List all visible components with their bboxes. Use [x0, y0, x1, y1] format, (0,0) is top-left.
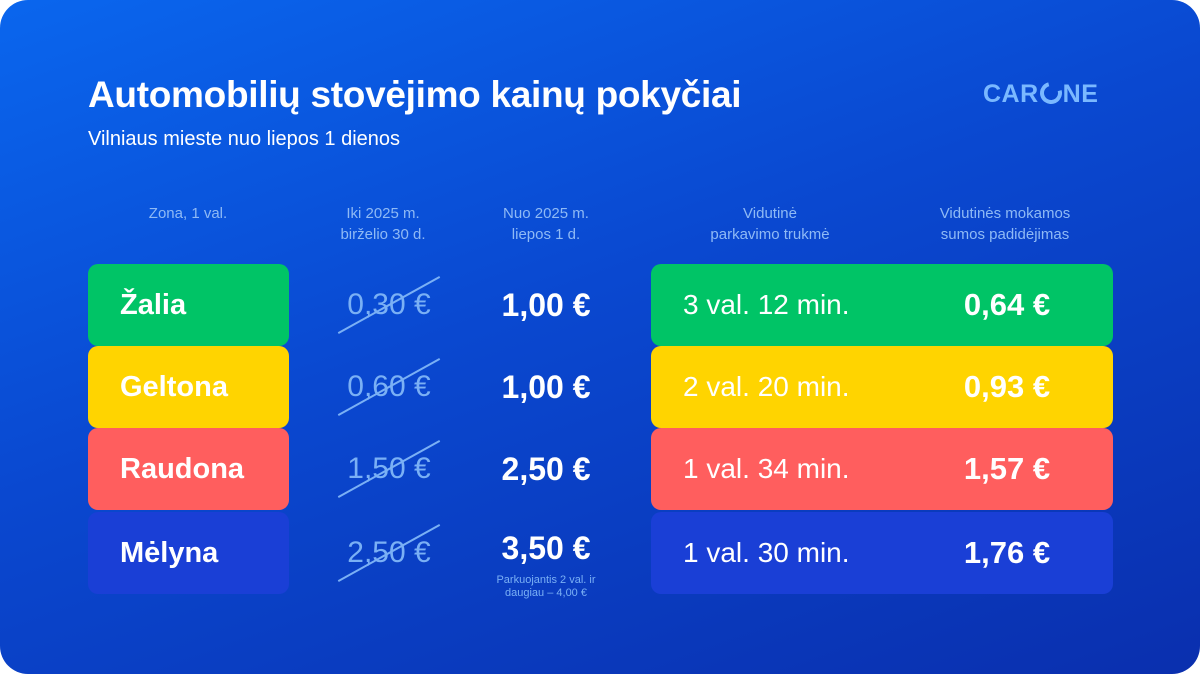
new-price: 3,50 € [501, 530, 591, 566]
header-new-price: Nuo 2025 m. liepos 1 d. [503, 205, 589, 243]
new-price: 2,50 € [501, 451, 591, 487]
header-old-price: Iki 2025 m. birželio 30 d. [340, 205, 426, 243]
average-increase: 1,57 € [963, 451, 1051, 486]
zone-label: Geltona [88, 346, 289, 428]
average-increase: 1,76 € [963, 535, 1051, 570]
average-increase: 0,93 € [963, 369, 1051, 404]
stats-row: 1 val. 30 min. 1,76 € [651, 512, 1113, 594]
average-duration: 3 val. 12 min. [683, 289, 850, 320]
old-price: 0,30 € [319, 264, 459, 346]
blue-zone-note: Parkuojantis 2 val. ir daugiau – 4,00 € [496, 574, 596, 599]
old-price: 2,50 € [319, 512, 459, 594]
zone-label: Mėlyna [88, 512, 289, 594]
stats-row: 2 val. 20 min. 0,93 € [651, 346, 1113, 428]
average-duration: 2 val. 20 min. [683, 371, 850, 402]
header-duration: Vidutinė parkavimo trukmė [710, 205, 830, 243]
average-duration: 1 val. 30 min. [683, 537, 850, 568]
old-price: 0,60 € [319, 346, 459, 428]
header-increase: Vidutinės mokamos sumos padidėjimas [939, 205, 1071, 243]
page-subtitle: Vilniaus mieste nuo liepos 1 dienos [88, 128, 401, 150]
zone-label: Raudona [88, 428, 289, 510]
zone-label: Žalia [88, 264, 289, 346]
carone-logo: CAR NE [983, 77, 1098, 109]
new-price: 1,00 € [501, 287, 591, 323]
stats-row: 3 val. 12 min. 0,64 € [651, 264, 1113, 346]
average-duration: 1 val. 34 min. [683, 453, 850, 484]
page-title: Automobilių stovėjimo kainų pokyčiai [88, 74, 742, 115]
header-zone: Zona, 1 val. [148, 205, 228, 222]
average-increase: 0,64 € [963, 287, 1051, 322]
new-price: 1,00 € [501, 369, 591, 405]
stats-row: 1 val. 34 min. 1,57 € [651, 428, 1113, 510]
old-price: 1,50 € [319, 428, 459, 510]
